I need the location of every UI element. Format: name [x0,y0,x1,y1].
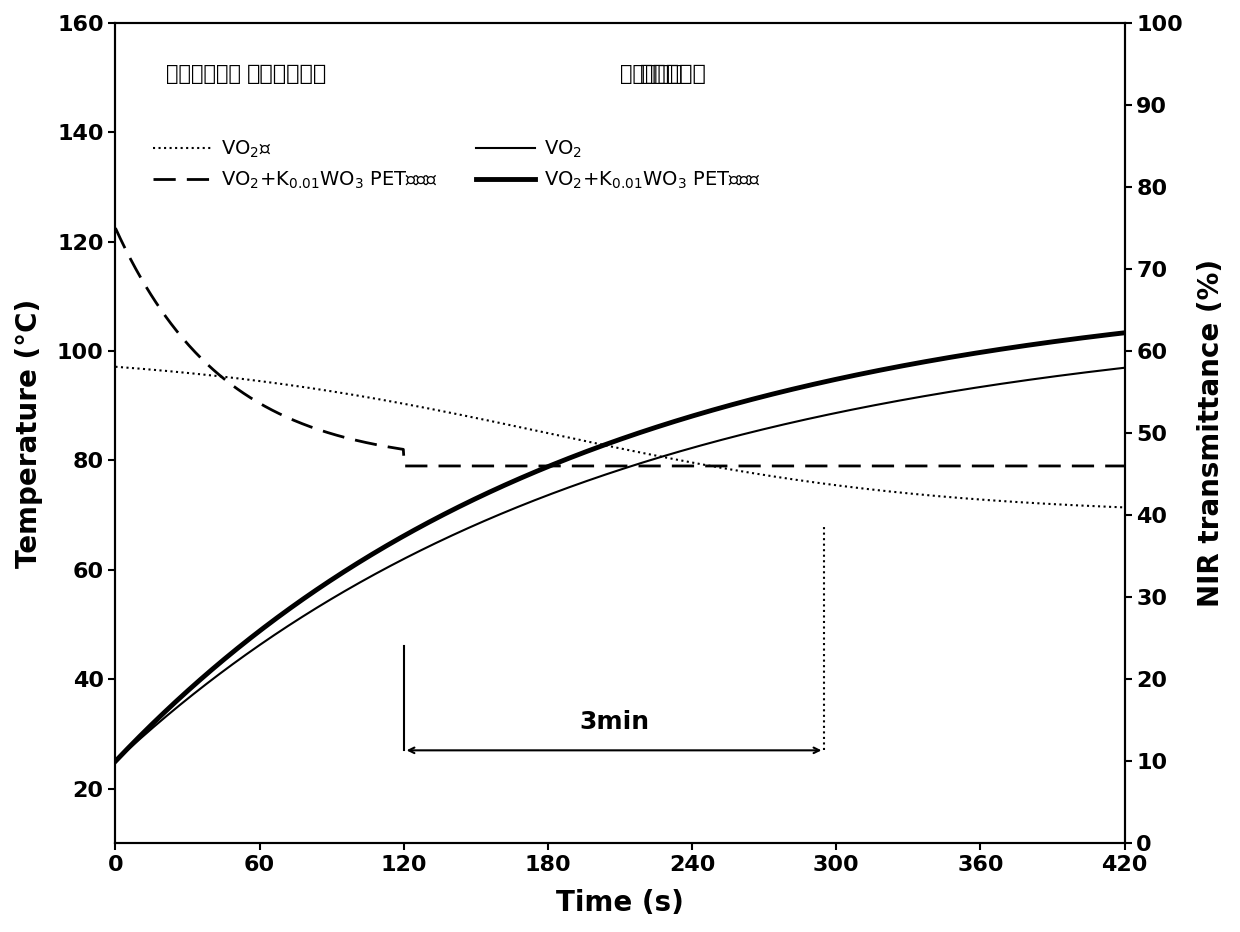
VO₂+K₀.₀₁WO₃ PET复合膜 [801,380,816,391]
VO₂ [801,413,816,424]
VO₂+K₀.₀₁WO₃ PET复合膜 [895,361,910,372]
Legend: VO$_2$膜, VO$_2$+K$_{0.01}$WO$_3$ PET复合膜, VO$_2$, VO$_2$+K$_{0.01}$WO$_3$ PET复合膜: VO$_2$膜, VO$_2$+K$_{0.01}$WO$_3$ PET复合膜,… [145,131,769,199]
VO₂ [108,756,123,767]
VO₂+K₀.₀₁WO₃ PET复合膜 [211,658,226,669]
Y-axis label: NIR transmittance (%): NIR transmittance (%) [1197,259,1225,608]
Line: VO₂: VO₂ [115,368,1125,761]
Text: 膜表面温度: 膜表面温度 [620,64,682,84]
VO₂+K₀.₀₁WO₃ PET复合膜 [914,460,929,472]
VO₂ [895,394,910,405]
Line: VO₂+K₀.₀₁WO₃ PET复合膜: VO₂+K₀.₀₁WO₃ PET复合膜 [115,228,1125,466]
Text: 红外区透过率: 红外区透过率 [166,64,241,84]
VO₂+K₀.₀₁WO₃ PET复合膜 [913,357,928,368]
VO₂+K₀.₀₁WO₃ PET复合膜 [108,756,123,767]
VO₂+K₀.₀₁WO₃ PET复合膜 [397,460,412,472]
VO₂+K₀.₀₁WO₃ PET复合膜 [553,460,568,472]
VO₂膜 [108,362,123,373]
VO₂+K₀.₀₁WO₃ PET复合膜 [802,460,817,472]
VO₂膜 [895,487,910,499]
VO₂ [516,499,531,510]
VO₂膜 [553,430,568,441]
Text: 红外区透过率: 红外区透过率 [247,64,327,84]
VO₂+K₀.₀₁WO₃ PET复合膜 [108,223,123,234]
VO₂+K₀.₀₁WO₃ PET复合膜 [553,456,568,467]
VO₂膜 [1117,501,1132,513]
X-axis label: Time (s): Time (s) [556,889,684,917]
VO₂ [553,485,568,496]
Text: 3min: 3min [579,710,649,733]
VO₂膜 [211,371,226,382]
VO₂+K₀.₀₁WO₃ PET复合膜 [1117,327,1132,338]
VO₂+K₀.₀₁WO₃ PET复合膜 [516,472,531,483]
VO₂膜 [801,476,816,487]
Text: 膜表面温度: 膜表面温度 [640,64,707,84]
VO₂+K₀.₀₁WO₃ PET复合膜 [517,460,532,472]
VO₂+K₀.₀₁WO₃ PET复合膜 [211,369,226,380]
Y-axis label: Temperature (°C): Temperature (°C) [15,298,43,568]
VO₂+K₀.₀₁WO₃ PET复合膜 [1117,460,1132,472]
VO₂ [211,669,226,680]
Line: VO₂+K₀.₀₁WO₃ PET复合膜: VO₂+K₀.₀₁WO₃ PET复合膜 [115,333,1125,761]
VO₂+K₀.₀₁WO₃ PET复合膜 [895,460,910,472]
VO₂ [913,391,928,403]
Line: VO₂膜: VO₂膜 [115,367,1125,507]
VO₂膜 [913,489,928,500]
VO₂ [1117,363,1132,374]
VO₂膜 [516,422,531,433]
